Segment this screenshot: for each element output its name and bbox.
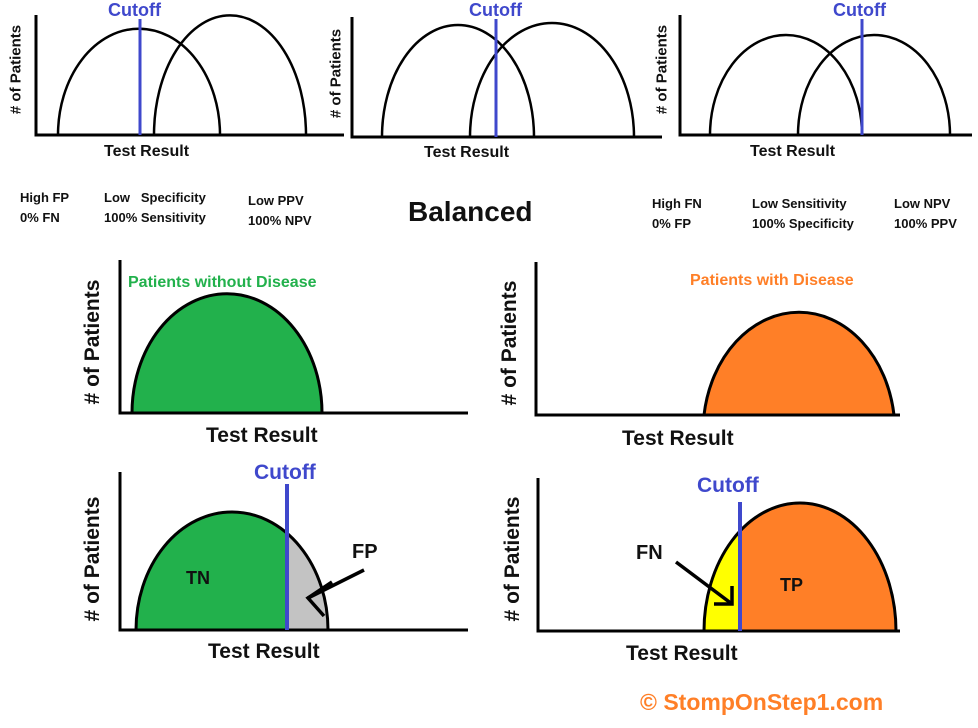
caption-line: 100% Specificity <box>752 216 854 231</box>
axes <box>118 472 468 632</box>
caption-line: High FN <box>652 196 702 211</box>
tn-label: TN <box>186 568 210 588</box>
x-axis-label: Test Result <box>104 143 190 160</box>
cutoff-label: Cutoff <box>108 0 161 20</box>
cutoff-label: Cutoff <box>469 0 522 20</box>
x-axis-label: Test Result <box>622 427 734 450</box>
top-left-chart <box>34 14 344 137</box>
no-disease-outline <box>134 510 330 631</box>
x-axis-label: Test Result <box>424 144 510 161</box>
no-disease-area <box>130 292 324 415</box>
caption-line: 0% FN <box>20 210 60 225</box>
disease-area <box>702 310 896 417</box>
disease-curve <box>152 14 308 136</box>
axes <box>678 15 972 137</box>
caption-line: 100% Sensitivity <box>104 210 206 225</box>
y-axis-label: # of Patients <box>327 28 345 119</box>
false-positive-area <box>287 533 328 630</box>
axes <box>536 478 900 633</box>
y-axis-label: # of Patients <box>81 496 104 622</box>
caption-line: Low PPV <box>248 193 304 208</box>
tp-label: TP <box>780 575 804 595</box>
false-negative-area <box>704 531 740 631</box>
no-disease-chart <box>118 260 468 415</box>
axes <box>350 17 662 139</box>
fn-label: FN <box>636 542 663 564</box>
caption-line: Low Specificity <box>104 190 206 205</box>
top-right-chart <box>678 15 972 137</box>
disease-title: Patients with Disease <box>690 272 854 289</box>
y-axis-label: # of Patients <box>653 24 671 115</box>
cutoff-label: Cutoff <box>697 474 759 497</box>
caption-line: 100% NPV <box>248 213 312 228</box>
no-disease-title: Patients without Disease <box>128 274 317 291</box>
y-axis-label: # of Patients <box>81 279 104 405</box>
balanced-heading: Balanced <box>408 196 533 227</box>
disease-cutoff-chart <box>536 478 900 633</box>
caption-line: 0% FP <box>652 216 692 231</box>
cutoff-label: Cutoff <box>254 461 316 484</box>
disease-curve <box>468 21 636 138</box>
axes <box>534 262 900 417</box>
axes <box>34 15 344 137</box>
disease-outline <box>702 501 898 632</box>
no-disease-curve <box>380 23 536 138</box>
disease-chart <box>534 262 900 417</box>
x-axis-label: Test Result <box>206 424 318 447</box>
y-axis-label: # of Patients <box>501 496 524 622</box>
true-positive-area <box>740 503 896 631</box>
no-disease-curve <box>708 33 864 136</box>
copyright-footer: © StompOnStep1.com <box>640 689 884 715</box>
disease-curve <box>796 33 952 136</box>
x-axis-label: Test Result <box>750 143 836 160</box>
caption-line: Low Sensitivity <box>752 196 847 211</box>
true-negative-area <box>136 512 287 630</box>
caption-line: Low NPV <box>894 196 951 211</box>
x-axis-label: Test Result <box>626 642 738 665</box>
y-axis-label: # of Patients <box>7 24 25 115</box>
fp-arrow <box>305 568 365 618</box>
cutoff-label: Cutoff <box>833 0 886 20</box>
caption-line: High FP <box>20 190 70 205</box>
y-axis-label: # of Patients <box>498 280 521 406</box>
fn-arrow <box>674 560 734 606</box>
x-axis-label: Test Result <box>208 640 320 663</box>
top-middle-chart <box>350 17 662 139</box>
caption-line: 100% PPV <box>894 216 957 231</box>
no-disease-cutoff-chart <box>118 472 468 632</box>
axes <box>118 260 468 415</box>
fp-label: FP <box>352 541 378 563</box>
